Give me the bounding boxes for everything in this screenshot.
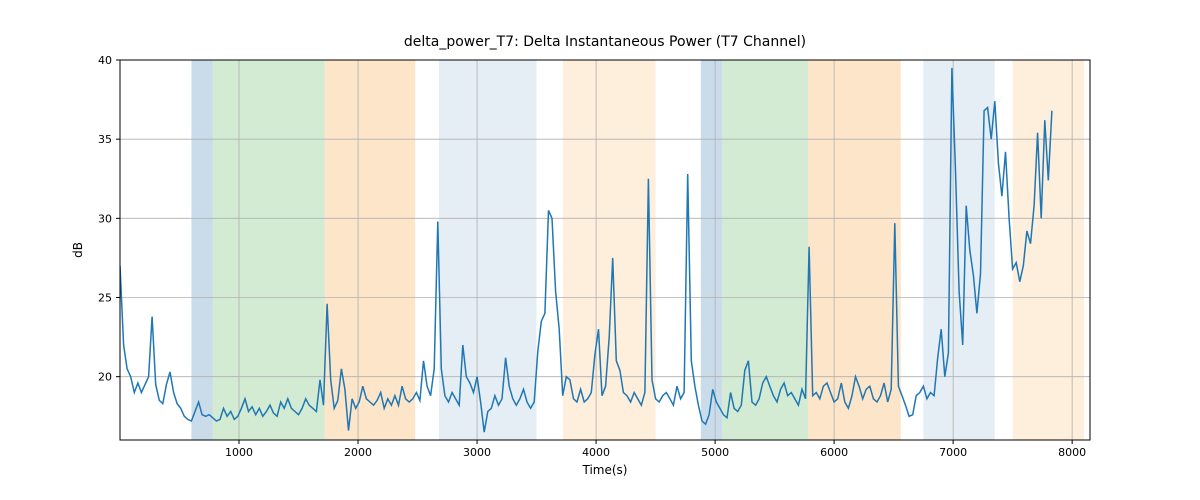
y-tick-label: 35 (98, 133, 112, 146)
x-tick-label: 6000 (820, 446, 848, 459)
shaded-band-6 (722, 60, 808, 440)
shaded-band-9 (1013, 60, 1084, 440)
shaded-band-5 (701, 60, 722, 440)
x-tick-label: 8000 (1058, 446, 1086, 459)
x-tick-label: 2000 (344, 446, 372, 459)
y-tick-label: 30 (98, 212, 112, 225)
y-tick-label: 25 (98, 292, 112, 305)
x-tick-label: 1000 (225, 446, 253, 459)
x-axis-label: Time(s) (582, 463, 628, 477)
shaded-band-4 (563, 60, 656, 440)
shaded-band-0 (191, 60, 212, 440)
x-tick-label: 3000 (463, 446, 491, 459)
chart-title: delta_power_T7: Delta Instantaneous Powe… (404, 34, 806, 50)
shaded-band-1 (213, 60, 325, 440)
shaded-band-3 (439, 60, 537, 440)
x-tick-label: 4000 (582, 446, 610, 459)
line-chart: 1000 2000 3000 4000 5000 6000 7000 8000 20 25 30 35… (0, 0, 1200, 500)
x-tick-label: 5000 (701, 446, 729, 459)
y-tick-label: 40 (98, 54, 112, 67)
chart-container: { "chart": { "type": "line", "title": "d… (0, 0, 1200, 500)
y-tick-label: 20 (98, 371, 112, 384)
x-tick-label: 7000 (939, 446, 967, 459)
shaded-band-2 (325, 60, 415, 440)
y-axis-label: dB (71, 242, 85, 258)
